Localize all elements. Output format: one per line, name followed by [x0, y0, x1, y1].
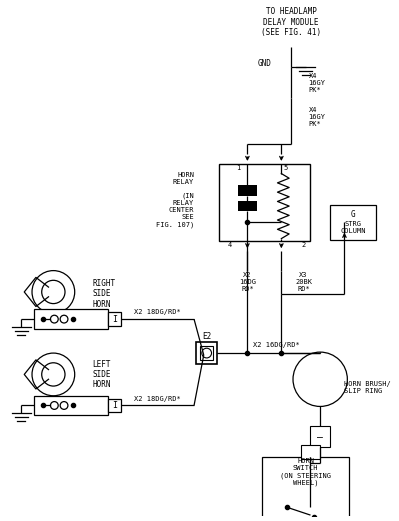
Text: TO HEADLAMP
DELAY MODULE
(SEE FIG. 41): TO HEADLAMP DELAY MODULE (SEE FIG. 41): [261, 7, 321, 37]
Text: 5: 5: [284, 165, 288, 171]
Text: X2 18DG/RD*: X2 18DG/RD*: [134, 395, 181, 402]
Bar: [330, 205, 376, 240]
Bar: [108, 312, 121, 326]
Text: 2: 2: [302, 242, 306, 249]
Bar: [262, 457, 349, 521]
Text: X3
20BK
RD*: X3 20BK RD*: [295, 272, 312, 292]
Text: HORN
RELAY

(IN
RELAY
CENTER
SEE
FIG. 107): HORN RELAY (IN RELAY CENTER SEE FIG. 107…: [156, 172, 194, 228]
Text: 4: 4: [228, 242, 232, 249]
Circle shape: [42, 363, 65, 386]
Bar: [34, 396, 108, 415]
Text: I: I: [112, 401, 117, 410]
Text: STRG
COLUMN: STRG COLUMN: [340, 221, 366, 234]
Text: LEFT
SIDE
HORN: LEFT SIDE HORN: [92, 359, 111, 389]
Text: E2: E2: [202, 332, 211, 341]
Text: I: I: [112, 315, 117, 324]
Bar: [238, 185, 257, 196]
Circle shape: [50, 315, 58, 323]
Text: X2 16DG/RD*: X2 16DG/RD*: [253, 342, 300, 349]
Bar: [34, 309, 108, 329]
Circle shape: [60, 402, 68, 410]
Text: HORN
SWITCH
(ON STEERING
WHEEL): HORN SWITCH (ON STEERING WHEEL): [280, 458, 331, 487]
Text: GND: GND: [258, 59, 272, 68]
Circle shape: [32, 270, 75, 313]
Circle shape: [293, 352, 348, 406]
Text: 1: 1: [236, 165, 241, 171]
Circle shape: [60, 315, 68, 323]
Text: X2 18DG/RD*: X2 18DG/RD*: [134, 309, 181, 315]
Text: X4
16GY
PK*: X4 16GY PK*: [308, 107, 326, 127]
Bar: [219, 164, 310, 242]
Text: HORN BRUSH/
SLIP RING: HORN BRUSH/ SLIP RING: [344, 380, 391, 393]
Bar: [108, 399, 121, 412]
Circle shape: [42, 280, 65, 304]
Circle shape: [32, 353, 75, 396]
Text: —: —: [317, 432, 323, 442]
Bar: [200, 346, 213, 360]
Text: G: G: [351, 210, 356, 219]
Circle shape: [202, 348, 211, 358]
Bar: [310, 426, 330, 447]
Text: RIGHT
SIDE
HORN: RIGHT SIDE HORN: [92, 279, 115, 309]
Bar: [301, 445, 320, 459]
Text: X4
16GY
PK*: X4 16GY PK*: [308, 73, 326, 93]
Bar: [238, 201, 257, 212]
Bar: [196, 342, 217, 364]
Text: X2
16DG
RD*: X2 16DG RD*: [239, 272, 256, 292]
Circle shape: [50, 402, 58, 410]
